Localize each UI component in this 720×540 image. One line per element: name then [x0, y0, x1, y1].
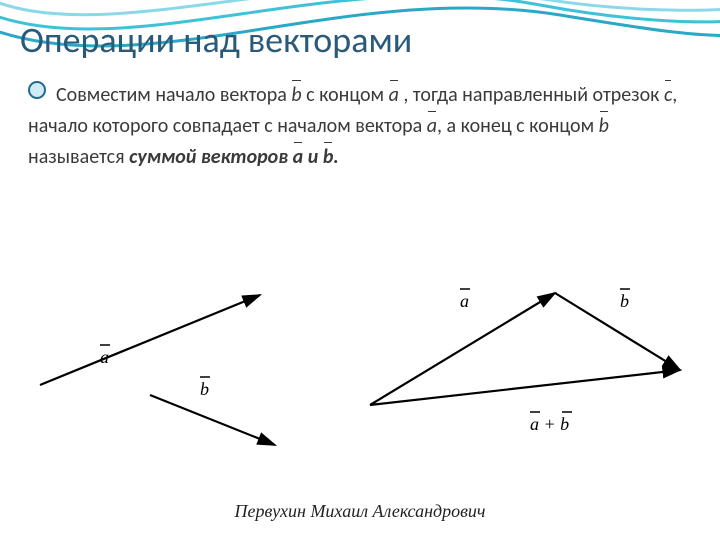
svg-text:a + b: a + b [530, 414, 569, 434]
vector-b: b [323, 140, 334, 171]
vector-b: b [599, 109, 609, 140]
para-part3: , тогда направленный отрезок [399, 83, 664, 107]
label-right-a: a [460, 289, 470, 311]
para-part5: , а конец с концом [437, 114, 599, 138]
bullet-icon [28, 81, 46, 99]
vector-c: c [664, 78, 672, 109]
sum-plus: + [539, 414, 560, 434]
vector-a: a [293, 140, 304, 171]
swoosh-3 [0, 0, 720, 15]
definition-paragraph: Совместим начало вектора b с концом a , … [28, 78, 680, 171]
svg-text:b: b [620, 291, 629, 311]
left-vector-b [150, 395, 275, 445]
vector-a: a [389, 78, 399, 109]
label-right-b: b [620, 289, 630, 311]
para-part6: называется [28, 145, 129, 169]
period: . [333, 145, 338, 169]
label-right-sum: a + b [530, 412, 572, 434]
right-vector-sum [370, 370, 680, 405]
and-word: и [303, 145, 323, 169]
svg-text:b: b [200, 379, 209, 399]
left-vector-a [40, 295, 260, 385]
vector-b: b [291, 78, 301, 109]
para-part1: Совместим начало вектора [56, 83, 291, 107]
sum-a: a [530, 414, 539, 434]
sum-phrase: суммой векторов [129, 145, 293, 169]
right-vector-b [555, 293, 680, 370]
author-footer: Первухин Михаил Александрович [0, 501, 720, 522]
vector-a: a [427, 109, 437, 140]
svg-text:a: a [100, 347, 109, 367]
label-left-b: b [200, 377, 210, 399]
slide-title: Операции над векторами [20, 18, 412, 62]
svg-text:a: a [460, 291, 469, 311]
vector-diagrams: a b a b a + b [0, 255, 720, 465]
para-part2: с концом [302, 83, 389, 107]
label-left-a: a [100, 345, 110, 367]
sum-b: b [560, 414, 569, 434]
